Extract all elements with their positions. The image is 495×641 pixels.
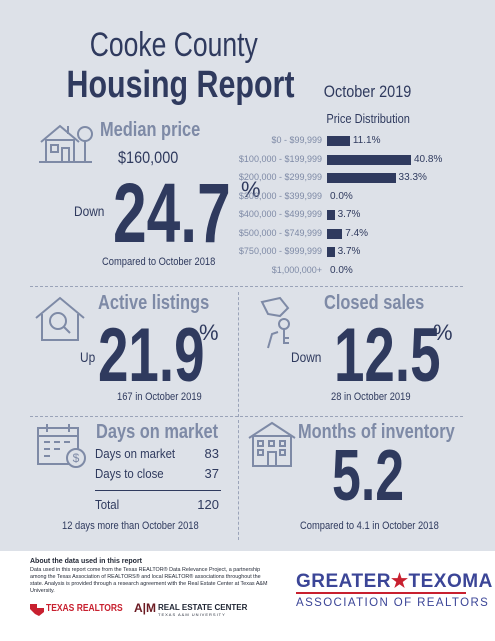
median-price-title: Median price	[100, 119, 201, 141]
apartment-building-icon	[247, 420, 297, 468]
days-table: Days on market 83 Days to close 37 Total…	[95, 446, 221, 515]
bar	[327, 136, 350, 146]
bar-value-label: 3.7%	[337, 209, 361, 220]
gt-word-greater: GREATER	[296, 571, 391, 592]
inventory-title: Months of inventory	[298, 421, 455, 443]
rec-logo-line1: REAL ESTATE CENTER	[158, 603, 248, 612]
report-month: October 2019	[323, 82, 412, 101]
bar-value-label: 11.1%	[352, 135, 381, 146]
active-direction: Up	[80, 349, 96, 365]
bar	[327, 173, 396, 183]
days-row-value: 83	[204, 446, 219, 461]
days-row-label: Days to close	[95, 466, 164, 481]
bar-value-label: 33.3%	[398, 172, 427, 183]
table-row: Days on market 83	[95, 446, 221, 464]
table-row: Days to close 37	[95, 466, 221, 484]
days-note: 12 days more than October 2018	[62, 520, 199, 532]
days-total-value: 120	[197, 497, 219, 512]
about-text: Data used in this report come from the T…	[30, 567, 268, 594]
inventory-value: 5.2	[332, 436, 405, 516]
divider	[30, 416, 463, 417]
closed-sales-title: Closed sales	[324, 292, 425, 314]
bar	[327, 228, 343, 239]
active-listings-title: Active listings	[98, 292, 210, 314]
gt-logo-rule	[296, 592, 466, 594]
bar-value-label: 7.4%	[345, 227, 369, 239]
median-pct-sign: %	[241, 177, 261, 202]
texas-realtors-logo-mark	[30, 603, 44, 616]
active-note: 167 in October 2019	[117, 391, 202, 403]
median-change-number: 24.7	[113, 166, 231, 260]
house-icon	[38, 120, 94, 166]
total-rule	[95, 490, 221, 491]
days-total-label: Total	[95, 497, 120, 512]
gt-association-line: ASSOCIATION OF REALTORS	[296, 597, 490, 609]
closed-change: 12.5	[334, 313, 441, 398]
median-price-value: $160,000	[118, 148, 179, 167]
inventory-note: Compared to 4.1 in October 2018	[300, 520, 439, 532]
texas-realtors-logo: TEXAS REALTORS	[46, 603, 123, 614]
page-title-county: Cooke County	[89, 26, 258, 64]
star-icon: ★	[390, 571, 409, 592]
calendar-money-icon: $	[36, 422, 88, 470]
about-title: About the data used in this report	[30, 558, 143, 565]
table-row-total: Total 120	[95, 497, 221, 515]
bar-value-label: 3.7%	[337, 246, 361, 257]
bar-value-label: 40.8%	[414, 153, 443, 165]
bar	[327, 210, 335, 220]
greater-texoma-logo: GREATER★TEXOMA	[296, 570, 493, 593]
price-distribution-title: Price Distribution	[326, 111, 410, 126]
gt-word-texoma: TEXOMA	[408, 571, 493, 592]
bar	[327, 154, 411, 165]
atm-logo: A|M	[134, 601, 157, 615]
divider	[30, 286, 463, 287]
days-row-label: Days on market	[95, 446, 176, 461]
svg-text:$: $	[73, 451, 80, 465]
bar	[327, 247, 335, 257]
house-search-icon	[34, 294, 86, 344]
active-pct-sign: %	[199, 320, 219, 345]
days-row-value: 37	[204, 466, 219, 481]
median-note: Compared to October 2018	[102, 256, 216, 268]
closed-note: 28 in October 2019	[331, 391, 411, 403]
page-title-report: Housing Report	[66, 64, 295, 106]
median-change: 24.7	[113, 171, 231, 255]
footer	[0, 551, 495, 641]
divider	[238, 292, 239, 417]
median-direction: Down	[74, 203, 105, 219]
bar-value-label: 0.0%	[330, 190, 353, 202]
rec-logo-line2: TEXAS A&M UNIVERSITY	[158, 612, 226, 617]
active-change: 21.9	[98, 313, 205, 398]
closed-direction: Down	[291, 349, 322, 365]
days-title: Days on market	[96, 421, 219, 443]
bar-value-label: 0.0%	[330, 264, 353, 276]
key-handover-icon	[258, 294, 302, 350]
divider	[238, 420, 239, 540]
closed-pct-sign: %	[433, 320, 453, 345]
